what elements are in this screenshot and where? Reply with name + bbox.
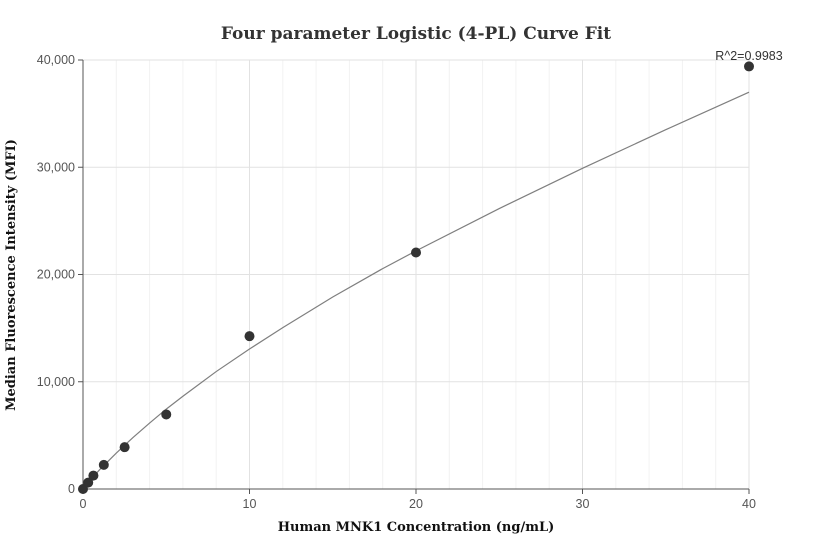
r-squared-annotation: R^2=0.9983 (715, 49, 782, 63)
x-tick-label: 40 (742, 497, 756, 511)
grid (83, 59, 750, 489)
data-point (88, 470, 99, 481)
data-point (119, 442, 130, 453)
data-point (744, 61, 754, 72)
y-tick-label: 10,000 (37, 375, 75, 389)
x-tick-label: 30 (576, 497, 590, 511)
y-tick-label: 0 (68, 482, 75, 496)
axes: 0 10 20 30 40 0 10,000 20,000 30,000 40,000 (37, 53, 756, 511)
chart-title: Four parameter Logistic (4-PL) Curve Fit (221, 24, 611, 44)
fit-curve (82, 91, 750, 490)
y-tick-label: 20,000 (37, 268, 75, 282)
x-axis-label: Human MNK1 Concentration (ng/mL) (278, 520, 555, 535)
data-point (161, 409, 172, 420)
data-points-layer (78, 61, 754, 494)
fit-curve-layer (82, 91, 750, 490)
y-tick-label: 30,000 (37, 160, 75, 174)
x-tick-label: 10 (243, 497, 257, 511)
y-axis-label: Median Fluorescence Intensity (MFI) (4, 139, 19, 411)
data-point (98, 459, 109, 470)
x-tick-label: 20 (409, 497, 423, 511)
y-tick-label: 40,000 (37, 53, 75, 67)
data-point (83, 477, 94, 488)
data-point (411, 247, 421, 258)
x-tick-label: 0 (80, 497, 87, 511)
data-point (244, 331, 255, 342)
